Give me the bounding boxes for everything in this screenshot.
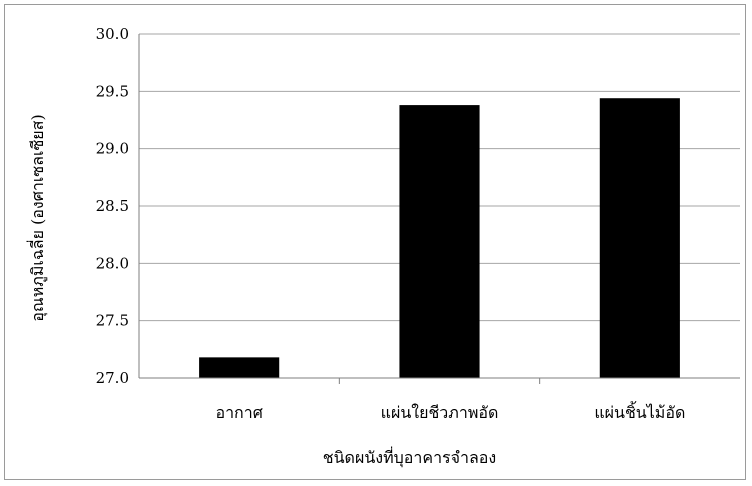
chart-frame: 27.0 27.5 28.0 28.5 29.0 29.5 30.0 อากาศ แผ่นใย… bbox=[4, 4, 746, 480]
x-tick-label: แผ่นใยชีวภาพอัด bbox=[381, 403, 499, 422]
y-tick-label: 27.5 bbox=[96, 312, 129, 330]
bar bbox=[399, 105, 480, 379]
bars bbox=[199, 98, 680, 379]
y-tick-label: 27.0 bbox=[96, 369, 129, 387]
y-tick-label: 28.0 bbox=[96, 254, 129, 272]
y-tick-label: 30.0 bbox=[96, 25, 129, 43]
bar bbox=[599, 98, 680, 379]
x-axis-title: ชนิดผนังที่บุอาคารจำลอง bbox=[323, 446, 496, 468]
x-tick-label: อากาศ bbox=[215, 403, 262, 422]
bar-chart: 27.0 27.5 28.0 28.5 29.0 29.5 30.0 อากาศ แผ่นใย… bbox=[26, 25, 740, 468]
y-tick-label: 29.5 bbox=[96, 82, 129, 100]
y-tick-labels: 27.0 27.5 28.0 28.5 29.0 29.5 30.0 bbox=[96, 25, 129, 387]
x-tick-label: แผ่นชิ้นไม้อัด bbox=[594, 401, 685, 422]
y-tick-label: 28.5 bbox=[96, 197, 129, 215]
bar bbox=[199, 357, 280, 378]
y-axis-title: อุณหภูมิเฉลี่ย (องศาเซลเซียส) bbox=[26, 114, 48, 321]
x-tick-labels: อากาศ แผ่นใยชีวภาพอัด แผ่นชิ้นไม้อัด bbox=[215, 378, 685, 422]
y-tick-label: 29.0 bbox=[96, 140, 129, 158]
axes bbox=[138, 34, 740, 379]
